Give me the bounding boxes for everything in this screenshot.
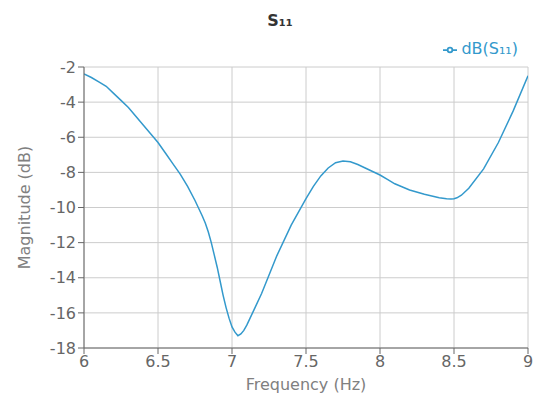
svg-text:Frequency (Hz): Frequency (Hz) [246, 375, 367, 394]
svg-text:-14: -14 [50, 268, 76, 287]
svg-text:7: 7 [227, 352, 237, 371]
html-text:S₁₁: S₁₁ [267, 11, 293, 30]
svg-text:8: 8 [375, 352, 385, 371]
svg-text:-16: -16 [50, 304, 76, 323]
svg-text:Magnitude (dB): Magnitude (dB) [15, 146, 34, 269]
svg-text:-6: -6 [60, 128, 76, 147]
svg-text:8.5: 8.5 [441, 352, 466, 371]
svg-text:-8: -8 [60, 163, 76, 182]
svg-text:7.5: 7.5 [293, 352, 318, 371]
svg-text:-10: -10 [50, 198, 76, 217]
svg-text:-4: -4 [60, 93, 76, 112]
svg-text:9: 9 [523, 352, 533, 371]
html-text:dB(S₁₁): dB(S₁₁) [461, 39, 518, 58]
svg-text:-18: -18 [50, 339, 76, 358]
svg-text:6: 6 [79, 352, 89, 371]
svg-text:6.5: 6.5 [145, 352, 170, 371]
svg-text:-12: -12 [50, 233, 76, 252]
svg-text:-2: -2 [60, 58, 76, 77]
